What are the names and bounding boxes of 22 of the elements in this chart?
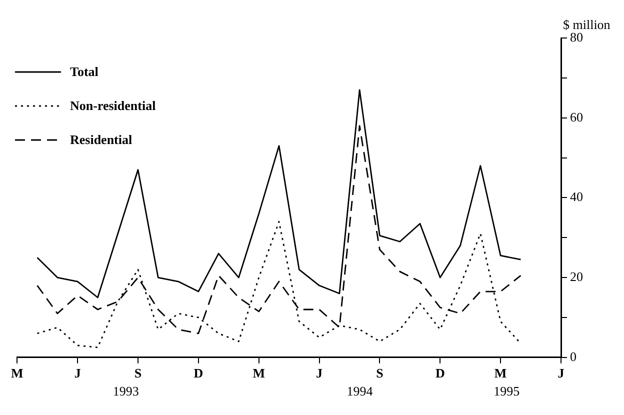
y-tick-label: 60 [570, 109, 583, 124]
y-tick-label: 80 [570, 29, 583, 44]
text: 1994 [346, 383, 374, 398]
x-tick-label: M [10, 366, 24, 381]
x-tick-label: S [134, 366, 142, 381]
y-tick-label: 20 [570, 268, 583, 284]
y-tick-label: 0 [570, 348, 576, 364]
text: 1993 [112, 383, 139, 398]
y-tick-label: 40 [570, 189, 583, 204]
x-tick-label: J [316, 366, 324, 381]
text: 1995 [494, 383, 520, 398]
legend-label: Residential [70, 132, 132, 148]
y-axis-title: $ million [563, 16, 611, 32]
x-tick-label: J [558, 366, 565, 381]
legend-label: Total [70, 64, 98, 80]
x-tick-label: J [74, 366, 82, 381]
x-tick-label: D [194, 366, 204, 381]
x-tick-label: M [494, 366, 507, 381]
x-tick-label: S [376, 366, 384, 381]
x-tick-label: D [435, 366, 445, 381]
legend-label: Non-residential [70, 98, 156, 114]
x-tick-label: M [252, 366, 265, 381]
